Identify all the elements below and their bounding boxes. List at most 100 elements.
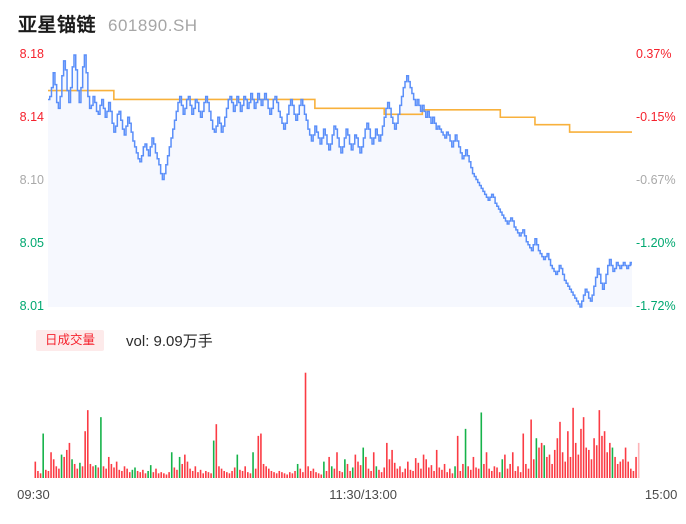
price-tick-left-2: 8.10 bbox=[19, 173, 44, 187]
volume-bar bbox=[142, 469, 144, 478]
volume-bar bbox=[630, 468, 632, 478]
volume-bar bbox=[165, 474, 168, 478]
volume-bar bbox=[286, 474, 288, 478]
volume-bar bbox=[603, 431, 606, 478]
volume-bar bbox=[121, 470, 123, 478]
volume-bar bbox=[42, 433, 44, 478]
volume-bar bbox=[593, 438, 595, 478]
volume-bar bbox=[170, 452, 173, 478]
volume-bar bbox=[241, 470, 244, 478]
volume-bar bbox=[435, 449, 438, 478]
volume-bar bbox=[273, 472, 275, 478]
volume-bar bbox=[58, 468, 60, 478]
volume-bar bbox=[449, 468, 451, 478]
volume-bar bbox=[469, 469, 472, 478]
volume-bar bbox=[207, 472, 210, 478]
price-tick-left-1: 8.14 bbox=[19, 110, 44, 124]
volume-bar bbox=[454, 466, 456, 478]
volume-bar bbox=[110, 463, 113, 478]
volume-bar bbox=[404, 468, 407, 478]
volume-bar bbox=[275, 473, 278, 478]
volume-bar bbox=[428, 467, 430, 478]
volume-bar bbox=[257, 435, 260, 478]
volume-bar bbox=[220, 468, 223, 478]
volume-chart[interactable] bbox=[0, 355, 686, 485]
volume-bar bbox=[157, 473, 160, 478]
volume-bar bbox=[168, 472, 170, 478]
volume-bar bbox=[296, 463, 299, 478]
volume-bar bbox=[443, 463, 446, 478]
volume-bar bbox=[267, 468, 270, 478]
volume-bar bbox=[55, 466, 58, 478]
volume-bar bbox=[588, 449, 590, 478]
volume-bar bbox=[357, 461, 359, 478]
volume-header: 日成交量 vol: 9.09万手 bbox=[36, 330, 213, 351]
volume-bar bbox=[525, 463, 527, 478]
volume-bar bbox=[433, 470, 435, 478]
volume-bar bbox=[420, 468, 422, 478]
volume-bar bbox=[616, 463, 619, 478]
pct-tick-right-3: -1.20% bbox=[636, 236, 676, 250]
volume-bar bbox=[622, 459, 624, 478]
volume-bar bbox=[511, 452, 514, 478]
volume-bar bbox=[535, 438, 538, 478]
volume-bar bbox=[519, 472, 522, 478]
volume-bar bbox=[283, 473, 286, 478]
volume-bar bbox=[422, 454, 425, 478]
volume-bar bbox=[299, 468, 302, 478]
volume-bar bbox=[567, 431, 569, 478]
volume-bar bbox=[328, 456, 330, 478]
volume-bar bbox=[601, 435, 603, 478]
volume-bar bbox=[76, 468, 79, 478]
volume-bar bbox=[126, 468, 128, 478]
volume-bar bbox=[627, 461, 629, 478]
volume-bar bbox=[580, 428, 582, 478]
volume-bar bbox=[302, 472, 304, 478]
volume-bar bbox=[438, 467, 441, 478]
pct-tick-right-0: 0.37% bbox=[636, 47, 672, 61]
volume-bar bbox=[218, 466, 220, 478]
stock-code: 601890.SH bbox=[108, 16, 198, 35]
volume-bar bbox=[632, 470, 635, 478]
volume-bar bbox=[530, 419, 532, 478]
pct-tick-right-1: -0.15% bbox=[636, 110, 676, 124]
volume-bar bbox=[84, 431, 86, 478]
volume-bar bbox=[375, 466, 378, 478]
volume-bar bbox=[147, 470, 149, 478]
volume-bar bbox=[517, 466, 519, 478]
volume-bar bbox=[205, 470, 207, 478]
volume-bar bbox=[585, 447, 588, 478]
volume-bar bbox=[60, 454, 63, 478]
volume-bar bbox=[236, 454, 239, 478]
volume-bar bbox=[317, 473, 320, 478]
volume-bar bbox=[330, 466, 333, 478]
price-tick-left-3: 8.05 bbox=[19, 236, 44, 250]
volume-bar bbox=[309, 470, 312, 478]
volume-bar bbox=[556, 438, 559, 478]
volume-bar bbox=[472, 456, 475, 478]
volume-bar bbox=[39, 473, 42, 478]
volume-bar bbox=[210, 473, 212, 478]
pct-tick-right-2: -0.67% bbox=[636, 173, 676, 187]
price-plot-svg[interactable] bbox=[48, 44, 632, 316]
volume-bar bbox=[231, 470, 233, 478]
volume-bar bbox=[488, 468, 490, 478]
volume-bar bbox=[123, 466, 126, 478]
volume-bar bbox=[480, 412, 483, 478]
volume-bar bbox=[281, 472, 283, 478]
volume-plot-svg[interactable] bbox=[34, 355, 640, 481]
volume-bar bbox=[107, 456, 110, 478]
volume-bar bbox=[189, 468, 191, 478]
volume-bar bbox=[194, 466, 197, 478]
volume-bar bbox=[409, 469, 412, 478]
price-chart[interactable]: 8.18 8.14 8.10 8.05 8.01 0.37% -0.15% -0.67% -1… bbox=[0, 44, 686, 316]
volume-bar bbox=[412, 470, 414, 478]
price-axis-left: 8.18 8.14 8.10 8.05 8.01 bbox=[0, 44, 44, 316]
volume-bar bbox=[260, 433, 262, 478]
volume-bar bbox=[425, 459, 427, 478]
volume-bar bbox=[81, 466, 84, 478]
volume-bar bbox=[178, 456, 181, 478]
volume-bar bbox=[89, 463, 92, 478]
volume-bar bbox=[569, 456, 572, 478]
volume-bar bbox=[370, 470, 372, 478]
